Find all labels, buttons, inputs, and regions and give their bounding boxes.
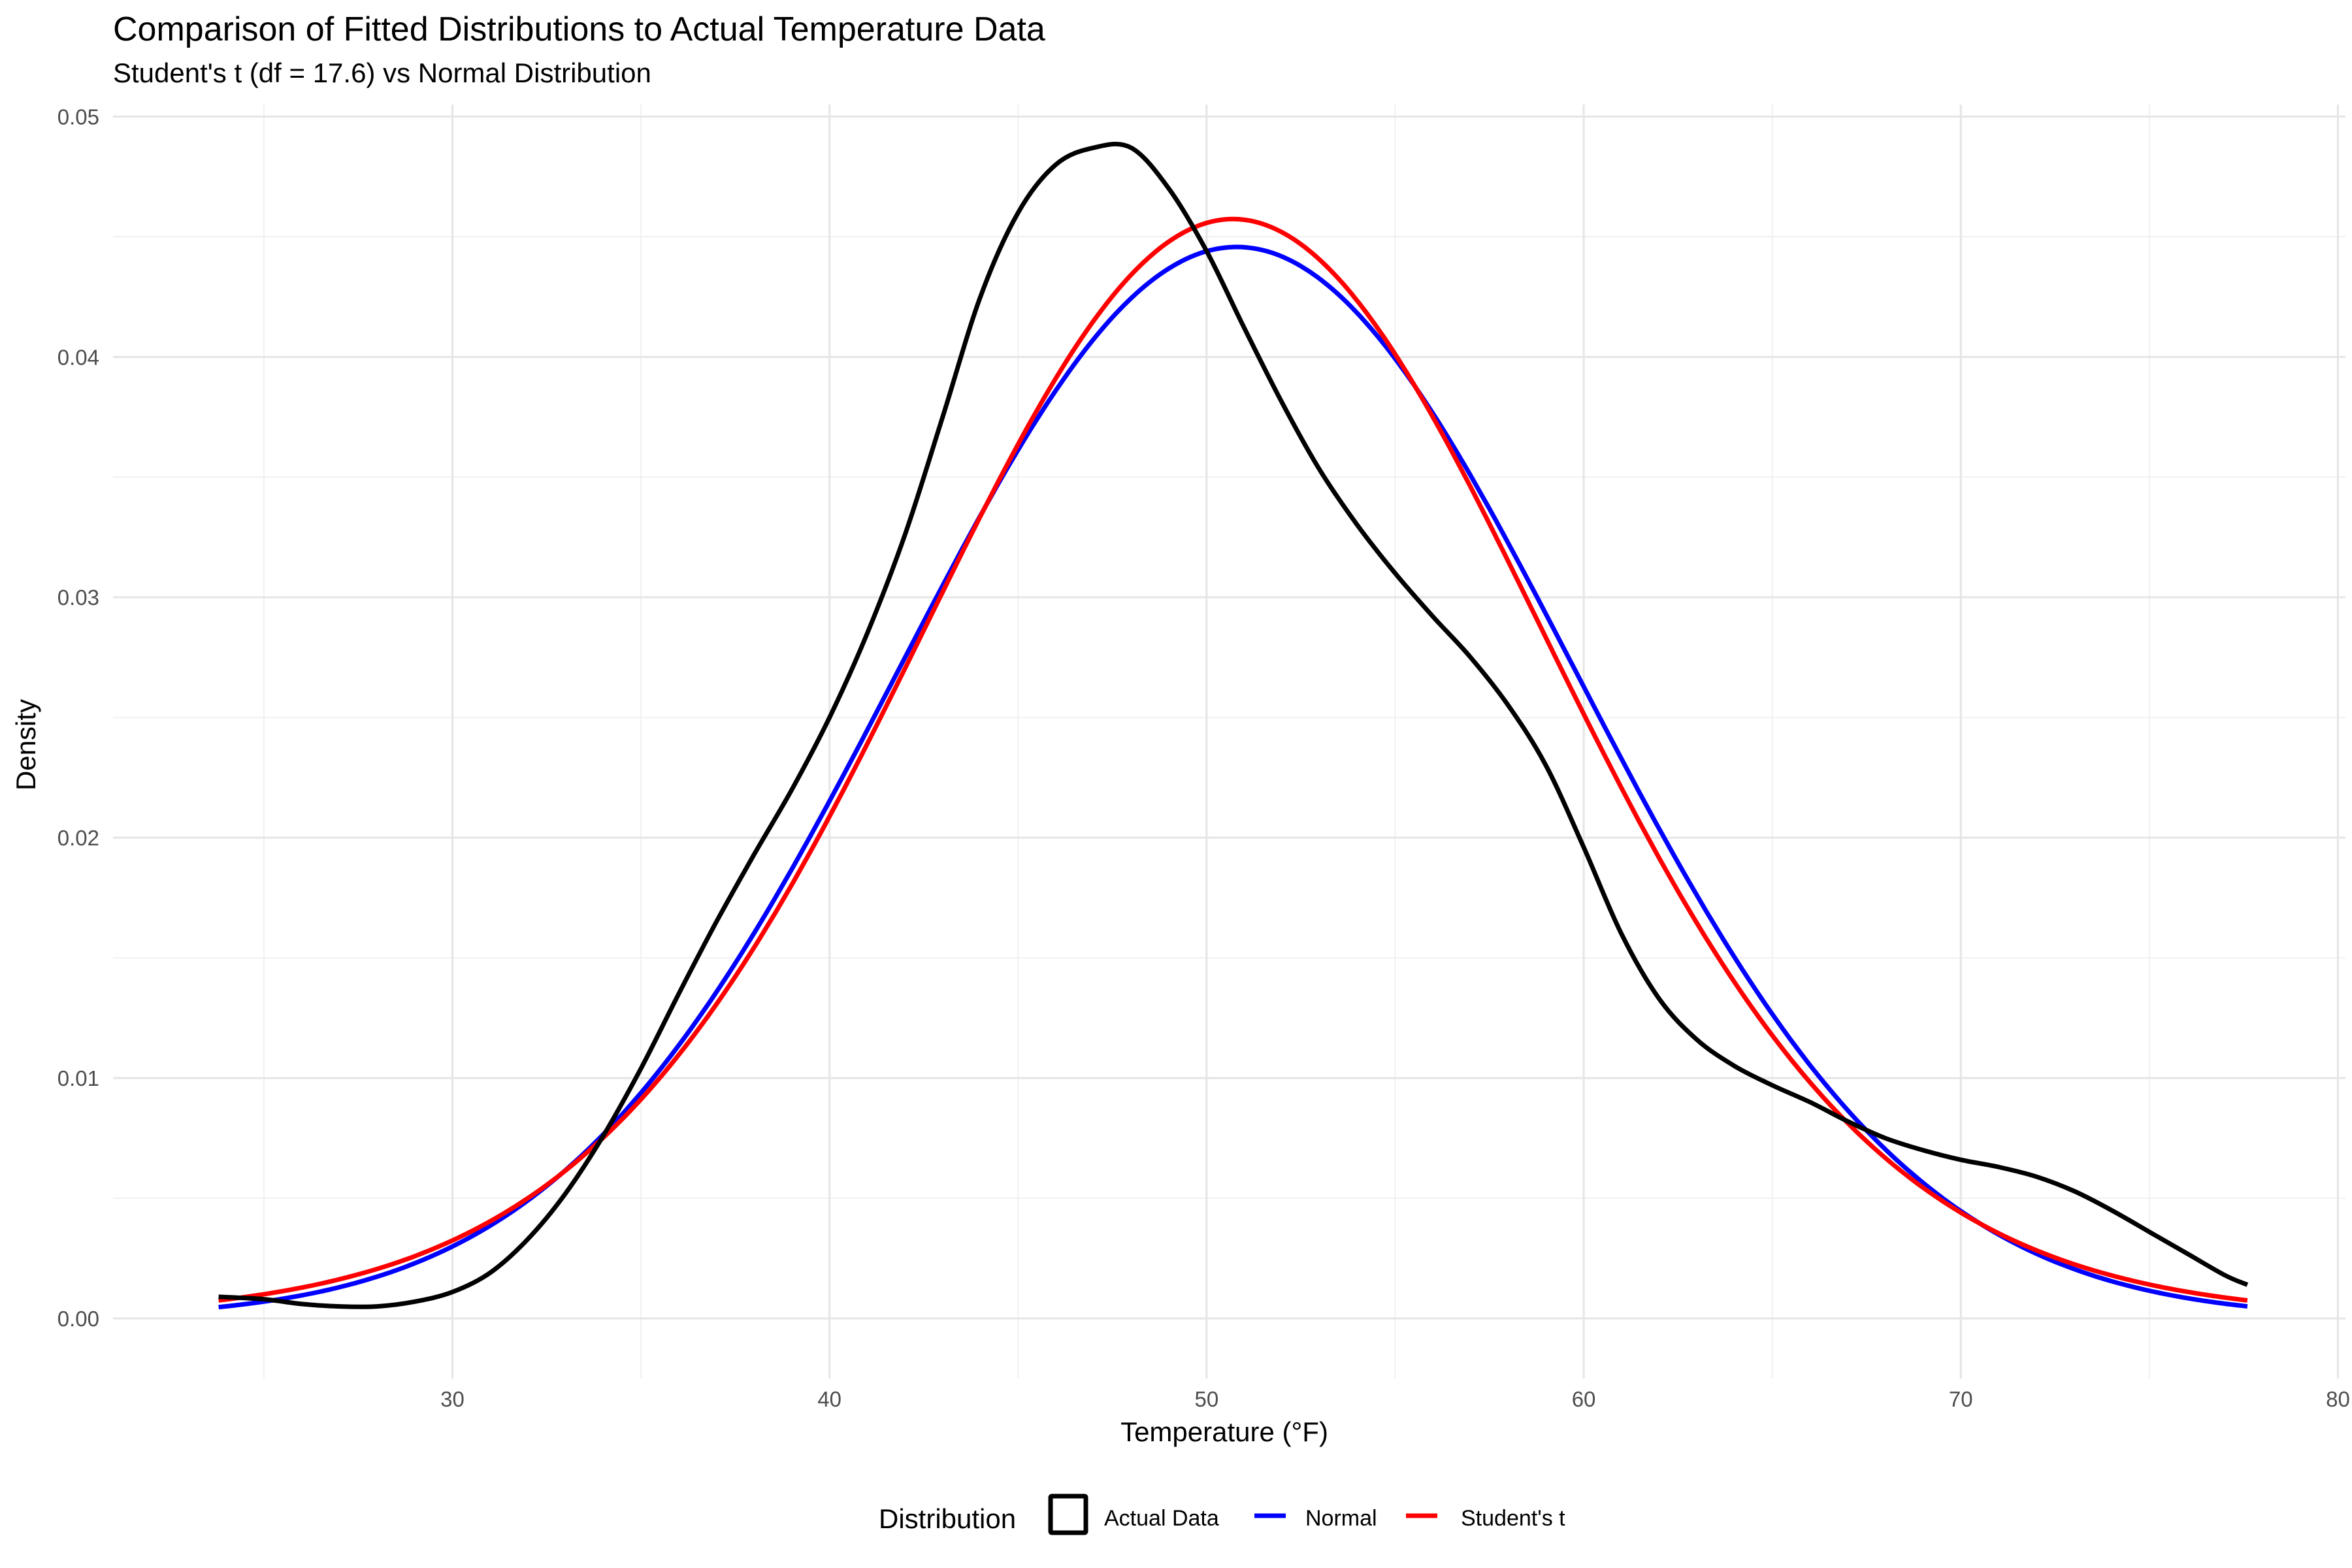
- legend-label-normal: Normal: [1305, 1506, 1377, 1531]
- x-axis-title: Temperature (°F): [1120, 1416, 1328, 1447]
- chart-title: Comparison of Fitted Distributions to Ac…: [113, 10, 1045, 48]
- y-tick-label: 0.00: [57, 1307, 99, 1331]
- x-tick-label: 60: [1572, 1387, 1596, 1411]
- y-axis-title: Density: [10, 699, 41, 791]
- legend-key-actual-data: [1048, 1494, 1088, 1535]
- axis-ticks: 30 40 50 60 70 80 0.00 0.01 0.02 0.03 0.04 0.05: [57, 105, 2350, 1411]
- y-tick-label: 0.02: [57, 826, 99, 850]
- series-line-actual-data: [218, 141, 2249, 1309]
- series-lines: [218, 141, 2249, 1310]
- grid-lines: [113, 105, 2345, 1379]
- y-tick-label: 0.01: [57, 1066, 99, 1090]
- y-tick-label: 0.04: [57, 345, 99, 369]
- x-tick-label: 70: [1949, 1387, 1973, 1411]
- legend-label-students-t: Student's t: [1461, 1506, 1565, 1531]
- y-tick-label: 0.03: [57, 585, 99, 610]
- legend-title: Distribution: [879, 1503, 1016, 1534]
- chart-subtitle: Student's t (df = 17.6) vs Normal Distri…: [113, 57, 651, 88]
- series-line-student-s-t: [218, 216, 2248, 1303]
- x-tick-label: 40: [817, 1387, 841, 1411]
- x-tick-label: 30: [440, 1387, 465, 1411]
- legend: Distribution Actual Data Normal Student'…: [879, 1494, 1565, 1535]
- series-line-normal: [218, 244, 2248, 1310]
- y-tick-label: 0.05: [57, 105, 99, 129]
- legend-label-actual-data: Actual Data: [1104, 1506, 1219, 1531]
- x-tick-label: 80: [2326, 1387, 2350, 1411]
- x-tick-label: 50: [1195, 1387, 1219, 1411]
